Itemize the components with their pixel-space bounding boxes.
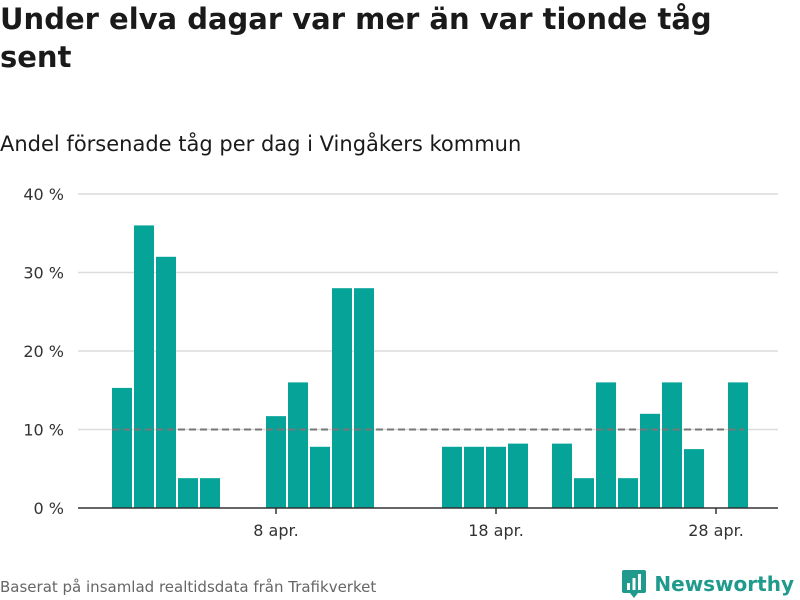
bar[interactable] <box>662 382 682 508</box>
grid-lines <box>78 193 778 431</box>
y-tick-label: 20 % <box>23 342 64 361</box>
y-axis-ticks: 0 % 10 % 20 % 30 % 40 % <box>23 185 64 518</box>
bar[interactable] <box>156 256 176 508</box>
bar[interactable] <box>574 478 594 508</box>
bar[interactable] <box>134 225 154 508</box>
bar[interactable] <box>640 413 660 508</box>
bar[interactable] <box>596 382 616 508</box>
bar-chart: 0 % 10 % 20 % 30 % 40 % 8 apr. 18 apr. 28 apr. <box>23 185 778 540</box>
bar[interactable] <box>332 288 352 508</box>
bar[interactable] <box>288 382 308 508</box>
bar[interactable] <box>178 478 198 508</box>
brand-logo[interactable]: Newsworthy <box>621 569 794 599</box>
bar[interactable] <box>618 478 638 508</box>
bar[interactable] <box>266 416 286 508</box>
y-tick-label: 10 % <box>23 421 64 440</box>
y-tick-label: 0 % <box>34 499 64 518</box>
newsworthy-logo-icon <box>622 570 647 598</box>
chart-title: Under elva dagar var mer än var tionde t… <box>0 2 712 74</box>
bar[interactable] <box>200 478 220 508</box>
bar[interactable] <box>310 446 330 508</box>
bar[interactable] <box>486 446 506 508</box>
bar[interactable] <box>552 443 572 508</box>
y-tick-label: 30 % <box>23 264 64 283</box>
brand-name: Newsworthy <box>654 572 794 596</box>
y-tick-label: 40 % <box>23 185 64 204</box>
bar[interactable] <box>508 443 528 508</box>
bars <box>112 225 748 508</box>
bar[interactable] <box>354 288 374 508</box>
bar[interactable] <box>684 449 704 508</box>
x-axis-ticks: 8 apr. 18 apr. 28 apr. <box>253 508 744 540</box>
x-tick-label: 18 apr. <box>468 521 524 540</box>
source-note: Baserat på insamlad realtidsdata från Tr… <box>0 578 377 596</box>
bar[interactable] <box>728 382 748 508</box>
chart-subtitle: Andel försenade tåg per dag i Vingåkers … <box>0 132 522 156</box>
x-tick-label: 8 apr. <box>253 521 298 540</box>
bar[interactable] <box>464 446 484 508</box>
bar[interactable] <box>442 446 462 508</box>
x-tick-label: 28 apr. <box>688 521 744 540</box>
bar[interactable] <box>112 387 132 508</box>
